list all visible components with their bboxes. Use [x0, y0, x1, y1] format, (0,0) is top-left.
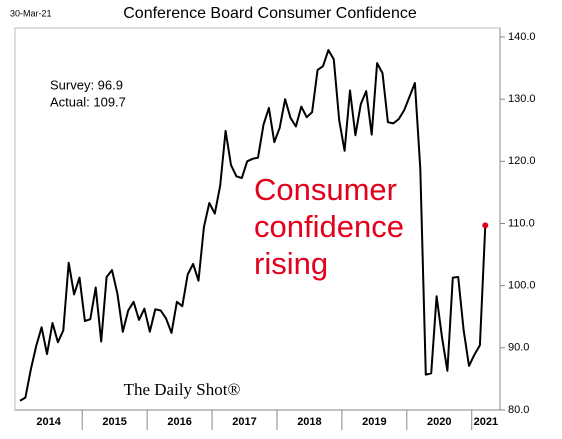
x-tick-label: 2017 [232, 416, 256, 428]
y-tick-label: 140.0 [508, 31, 536, 43]
y-tick-label: 110.0 [508, 217, 535, 229]
x-tick-label: 2021 [474, 416, 498, 428]
x-tick-label: 2015 [102, 416, 126, 428]
line-series [19, 49, 487, 402]
x-tick-label: 2018 [297, 416, 321, 428]
x-tick-label: 2014 [36, 416, 61, 428]
callout: Consumer [254, 172, 397, 207]
y-tick-label: 80.0 [508, 404, 529, 416]
chart-title: Conference Board Consumer Confidence [123, 5, 417, 22]
y-tick-label: 120.0 [508, 155, 536, 167]
last-point [482, 222, 489, 229]
x-tick-label: 2016 [167, 416, 191, 428]
x-tick-label: 2019 [362, 416, 386, 428]
annotation: Survey: 96.9 [50, 77, 123, 92]
source: The Daily Shot® [124, 380, 241, 399]
y-tick-label: 100.0 [508, 280, 536, 292]
chart-date: 30-Mar-21 [10, 8, 52, 18]
y-tick-label: 130.0 [508, 93, 536, 105]
x-tick-label: 2020 [427, 416, 451, 428]
callout: confidence [254, 209, 404, 244]
y-tick-label: 90.0 [508, 342, 529, 354]
callout: rising [254, 246, 328, 281]
annotation: Actual: 109.7 [50, 94, 126, 109]
